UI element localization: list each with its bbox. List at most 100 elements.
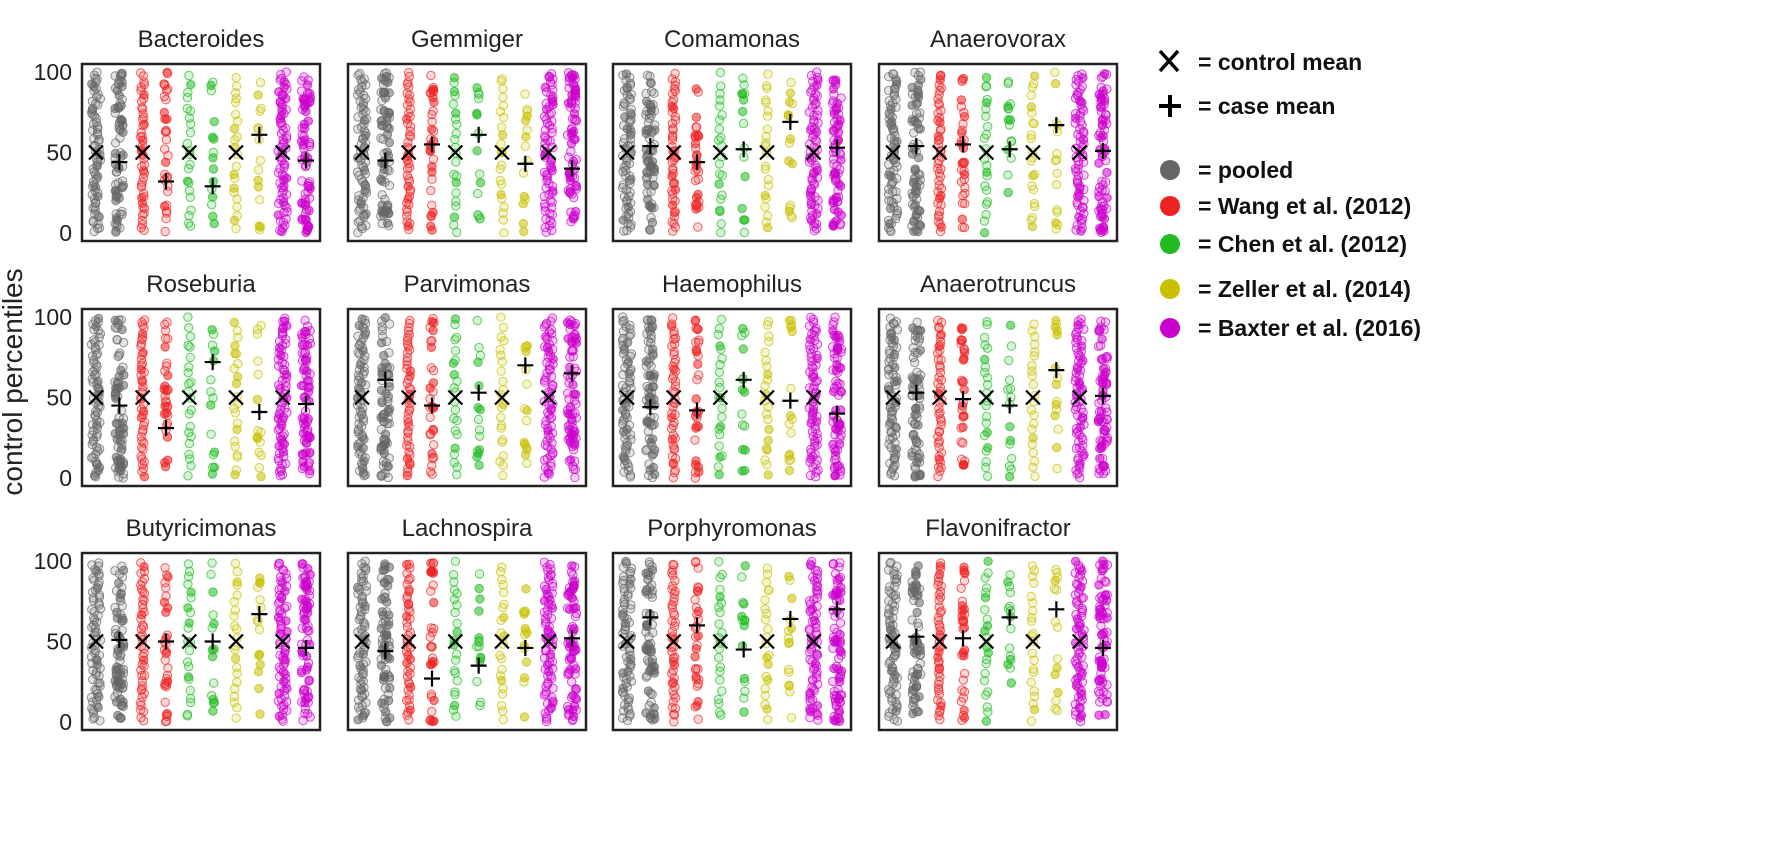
data-point — [979, 228, 990, 238]
data-point — [738, 444, 748, 455]
data-point — [428, 424, 438, 435]
panel-comamonas: Comamonas — [611, 26, 853, 243]
data-point — [828, 125, 839, 136]
case-mean-marker — [517, 155, 534, 172]
data-point — [299, 95, 309, 105]
data-point — [739, 673, 750, 684]
data-point — [449, 585, 460, 595]
data-point — [693, 714, 703, 724]
data-point — [571, 389, 581, 400]
data-point — [497, 420, 507, 431]
data-point — [647, 315, 657, 325]
data-point — [959, 169, 970, 180]
data-point — [449, 86, 460, 97]
data-point — [693, 563, 703, 573]
data-point — [115, 348, 125, 358]
data-point — [162, 206, 172, 216]
data-point — [139, 192, 149, 202]
data-point — [717, 190, 727, 200]
data-point — [646, 388, 657, 398]
data-point — [377, 607, 388, 617]
data-point — [645, 710, 656, 720]
data-point — [787, 593, 797, 603]
data-point — [253, 667, 264, 677]
data-point — [184, 186, 195, 196]
data-point — [255, 709, 265, 719]
data-point — [957, 75, 967, 85]
data-point — [299, 607, 310, 617]
data-point — [159, 79, 169, 89]
points-wang-control — [136, 68, 150, 236]
data-point — [116, 114, 126, 125]
panel-porphyromonas: Porphyromonas — [611, 515, 853, 732]
data-point — [835, 434, 845, 444]
case-mean-marker — [735, 141, 752, 158]
data-point — [206, 400, 216, 410]
data-point — [377, 190, 387, 200]
data-point — [1003, 78, 1013, 89]
y-tick-label: 100 — [34, 548, 72, 574]
data-point — [1004, 355, 1014, 366]
data-point — [136, 68, 146, 78]
data-point — [761, 577, 772, 587]
data-point — [621, 69, 632, 79]
data-point — [828, 558, 839, 569]
data-point — [305, 338, 316, 349]
data-point — [836, 387, 847, 397]
data-point — [184, 70, 194, 81]
data-point — [252, 394, 263, 405]
data-point — [256, 450, 266, 460]
data-point — [115, 651, 125, 661]
control-mean-marker — [181, 144, 198, 161]
data-point — [785, 575, 795, 585]
data-point — [450, 556, 461, 566]
points-zeller-case — [252, 573, 266, 719]
data-point — [207, 651, 218, 662]
data-point — [426, 689, 437, 699]
data-point — [160, 226, 170, 237]
data-point — [159, 107, 170, 118]
data-point — [787, 326, 797, 337]
data-point — [183, 471, 193, 481]
data-point — [831, 103, 842, 113]
data-point — [161, 607, 171, 617]
data-point — [474, 606, 484, 616]
data-point — [498, 714, 508, 725]
data-point — [206, 375, 216, 385]
data-point — [835, 572, 846, 583]
data-point — [162, 317, 172, 327]
data-point — [1005, 99, 1016, 109]
data-point — [982, 427, 992, 438]
data-point — [668, 313, 678, 323]
data-point — [740, 421, 750, 431]
data-point — [231, 653, 241, 664]
data-point — [518, 218, 528, 229]
data-point — [136, 127, 146, 138]
data-point — [1006, 153, 1016, 163]
data-point — [833, 425, 843, 436]
data-point — [429, 97, 439, 107]
data-point — [496, 366, 506, 376]
data-point — [253, 582, 263, 592]
y-tick-label: 0 — [59, 465, 72, 491]
points-baxter-case — [827, 312, 847, 481]
data-point — [428, 313, 438, 324]
data-point — [231, 465, 242, 475]
data-point — [644, 156, 654, 166]
panel-lachnospira: Lachnospira — [346, 515, 588, 732]
data-point — [472, 452, 482, 462]
data-point — [426, 185, 436, 196]
data-point — [384, 616, 394, 627]
data-point — [256, 471, 266, 482]
data-point — [116, 315, 127, 325]
data-point — [522, 458, 532, 468]
data-point — [495, 106, 506, 117]
panel-title: Butyricimonas — [126, 515, 277, 542]
data-point — [229, 317, 240, 328]
data-point — [649, 88, 659, 98]
data-point — [273, 210, 283, 220]
data-point — [571, 694, 582, 704]
data-point — [716, 228, 726, 238]
data-point — [496, 139, 506, 149]
data-point — [1029, 199, 1040, 209]
